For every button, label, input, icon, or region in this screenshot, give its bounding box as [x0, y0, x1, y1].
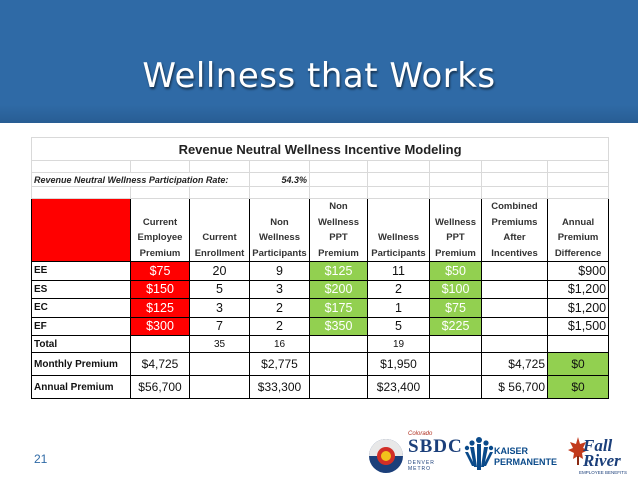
header-current-premium: Current Employee Premium	[130, 198, 190, 262]
header-wellness: Wellness Participants	[367, 198, 430, 262]
fall-line2: River	[583, 451, 621, 470]
colorado-flag-icon	[369, 439, 403, 473]
non-wellness-count: 2	[249, 298, 310, 318]
table-title-row: Revenue Neutral Wellness Incentive Model…	[30, 137, 610, 161]
slide-title: Wellness that Works	[142, 56, 496, 96]
banner-shade	[0, 105, 638, 123]
wellness-premium: $75	[429, 298, 482, 318]
monthly-premium-row: Monthly Premium $4,725 $2,775 $1,950 $4,…	[31, 352, 610, 376]
total-wellness: 19	[367, 335, 430, 353]
combined-premium	[481, 261, 548, 281]
wellness-count: 2	[367, 279, 430, 299]
page-number: 21	[34, 452, 48, 466]
annual-difference: $1,200	[546, 279, 610, 299]
kaiser-logo: KAISER PERMANENTE	[464, 434, 557, 474]
non-wellness-premium: $350	[309, 316, 368, 336]
header-non-wellness: Non Wellness Participants	[249, 198, 310, 262]
sbdc-logo: Colorado SBDC DENVER METRO	[364, 431, 462, 476]
current-premium: $125	[130, 298, 190, 318]
sbdc-state: Colorado	[408, 431, 433, 437]
non-wellness-count: 2	[249, 316, 310, 336]
monthly-wellness: $1,950	[367, 352, 430, 376]
combined-premium	[481, 316, 548, 336]
non-wellness-count: 3	[249, 279, 310, 299]
non-wellness-count: 9	[249, 261, 310, 281]
combined-premium	[481, 298, 548, 318]
total-non-wellness: 16	[249, 335, 310, 353]
wellness-count: 1	[367, 298, 430, 318]
enrollment: 20	[189, 261, 250, 281]
participation-rate-value: 54.3%	[249, 172, 310, 187]
current-premium: $300	[130, 316, 190, 336]
wellness-count: 5	[367, 316, 430, 336]
sbdc-wordmark: SBDC	[408, 436, 463, 457]
tier-label: EE	[31, 261, 131, 281]
monthly-difference: $0	[546, 352, 610, 376]
header-wellness-premium: Wellness PPT Premium	[429, 198, 482, 262]
annual-label: Annual Premium	[31, 375, 131, 399]
annual-difference: $1,500	[546, 316, 610, 336]
header-current-enrollment: Current Enrollment	[189, 198, 250, 262]
kaiser-line2: PERMANENTE	[494, 457, 558, 467]
table-row: EF $300 7 2 $350 5 $225 $1,500	[31, 316, 610, 336]
header-combined: Combined Premiums After Incentives	[481, 198, 548, 262]
current-premium: $75	[130, 261, 190, 281]
enrollment: 3	[189, 298, 250, 318]
annual-premium-row: Annual Premium $56,700 $33,300 $23,400 $…	[31, 375, 610, 399]
wellness-premium: $50	[429, 261, 482, 281]
tier-label: EF	[31, 316, 131, 336]
annual-combined: $ 56,700	[481, 375, 548, 399]
enrollment: 7	[189, 316, 250, 336]
total-row: Total 35 16 19	[31, 335, 610, 353]
modeling-table: Revenue Neutral Wellness Incentive Model…	[30, 137, 610, 399]
annual-difference: $900	[546, 261, 610, 281]
annual-difference-total: $0	[546, 375, 610, 399]
annual-wellness: $23,400	[367, 375, 430, 399]
table-title: Revenue Neutral Wellness Incentive Model…	[30, 137, 610, 161]
column-header-row: Current Employee Premium Current Enrollm…	[31, 198, 610, 262]
fall-river-wordmark: Fall River	[583, 436, 621, 470]
modeling-table-container: Revenue Neutral Wellness Incentive Model…	[30, 137, 610, 399]
annual-current: $56,700	[130, 375, 190, 399]
monthly-label: Monthly Premium	[31, 352, 131, 376]
wellness-premium: $100	[429, 279, 482, 299]
monthly-combined: $4,725	[481, 352, 548, 376]
table-row: ES $150 5 3 $200 2 $100 $1,200	[31, 279, 610, 299]
total-label: Total	[31, 335, 131, 353]
monthly-current: $4,725	[130, 352, 190, 376]
non-wellness-premium: $200	[309, 279, 368, 299]
title-banner: Wellness that Works	[0, 0, 638, 123]
current-premium: $150	[130, 279, 190, 299]
participation-rate-row: Revenue Neutral Wellness Participation R…	[31, 172, 610, 187]
header-non-wellness-premium: Non Wellness PPT Premium	[309, 198, 368, 262]
non-wellness-premium: $175	[309, 298, 368, 318]
kaiser-line1: KAISER	[494, 446, 529, 456]
table-row: EC $125 3 2 $175 1 $75 $1,200	[31, 298, 610, 318]
wellness-premium: $225	[429, 316, 482, 336]
fall-river-subtitle: EMPLOYEE BENEFITS	[579, 470, 628, 475]
tier-label: ES	[31, 279, 131, 299]
sbdc-subtitle: DENVER METRO	[408, 460, 435, 472]
monthly-non-wellness: $2,775	[249, 352, 310, 376]
sponsor-logos: Colorado SBDC DENVER METRO KAISER PERMAN…	[364, 430, 634, 478]
total-enrollment: 35	[189, 335, 250, 353]
kaiser-wordmark: KAISER PERMANENTE	[494, 446, 557, 468]
header-difference: Annual Premium Difference	[546, 198, 610, 262]
tier-label: EC	[31, 298, 131, 318]
combined-premium	[481, 279, 548, 299]
annual-non-wellness: $33,300	[249, 375, 310, 399]
annual-difference: $1,200	[546, 298, 610, 318]
header-tier	[31, 198, 131, 262]
wellness-count: 11	[367, 261, 430, 281]
enrollment: 5	[189, 279, 250, 299]
table-row: EE $75 20 9 $125 11 $50 $900	[31, 261, 610, 281]
maple-leaf-icon	[568, 437, 588, 465]
fall-line1: Fall	[583, 436, 613, 455]
non-wellness-premium: $125	[309, 261, 368, 281]
kaiser-people-icon	[464, 437, 494, 470]
participation-rate-label: Revenue Neutral Wellness Participation R…	[31, 172, 250, 187]
fall-river-logo: Fall River EMPLOYEE BENEFITS	[567, 432, 635, 478]
